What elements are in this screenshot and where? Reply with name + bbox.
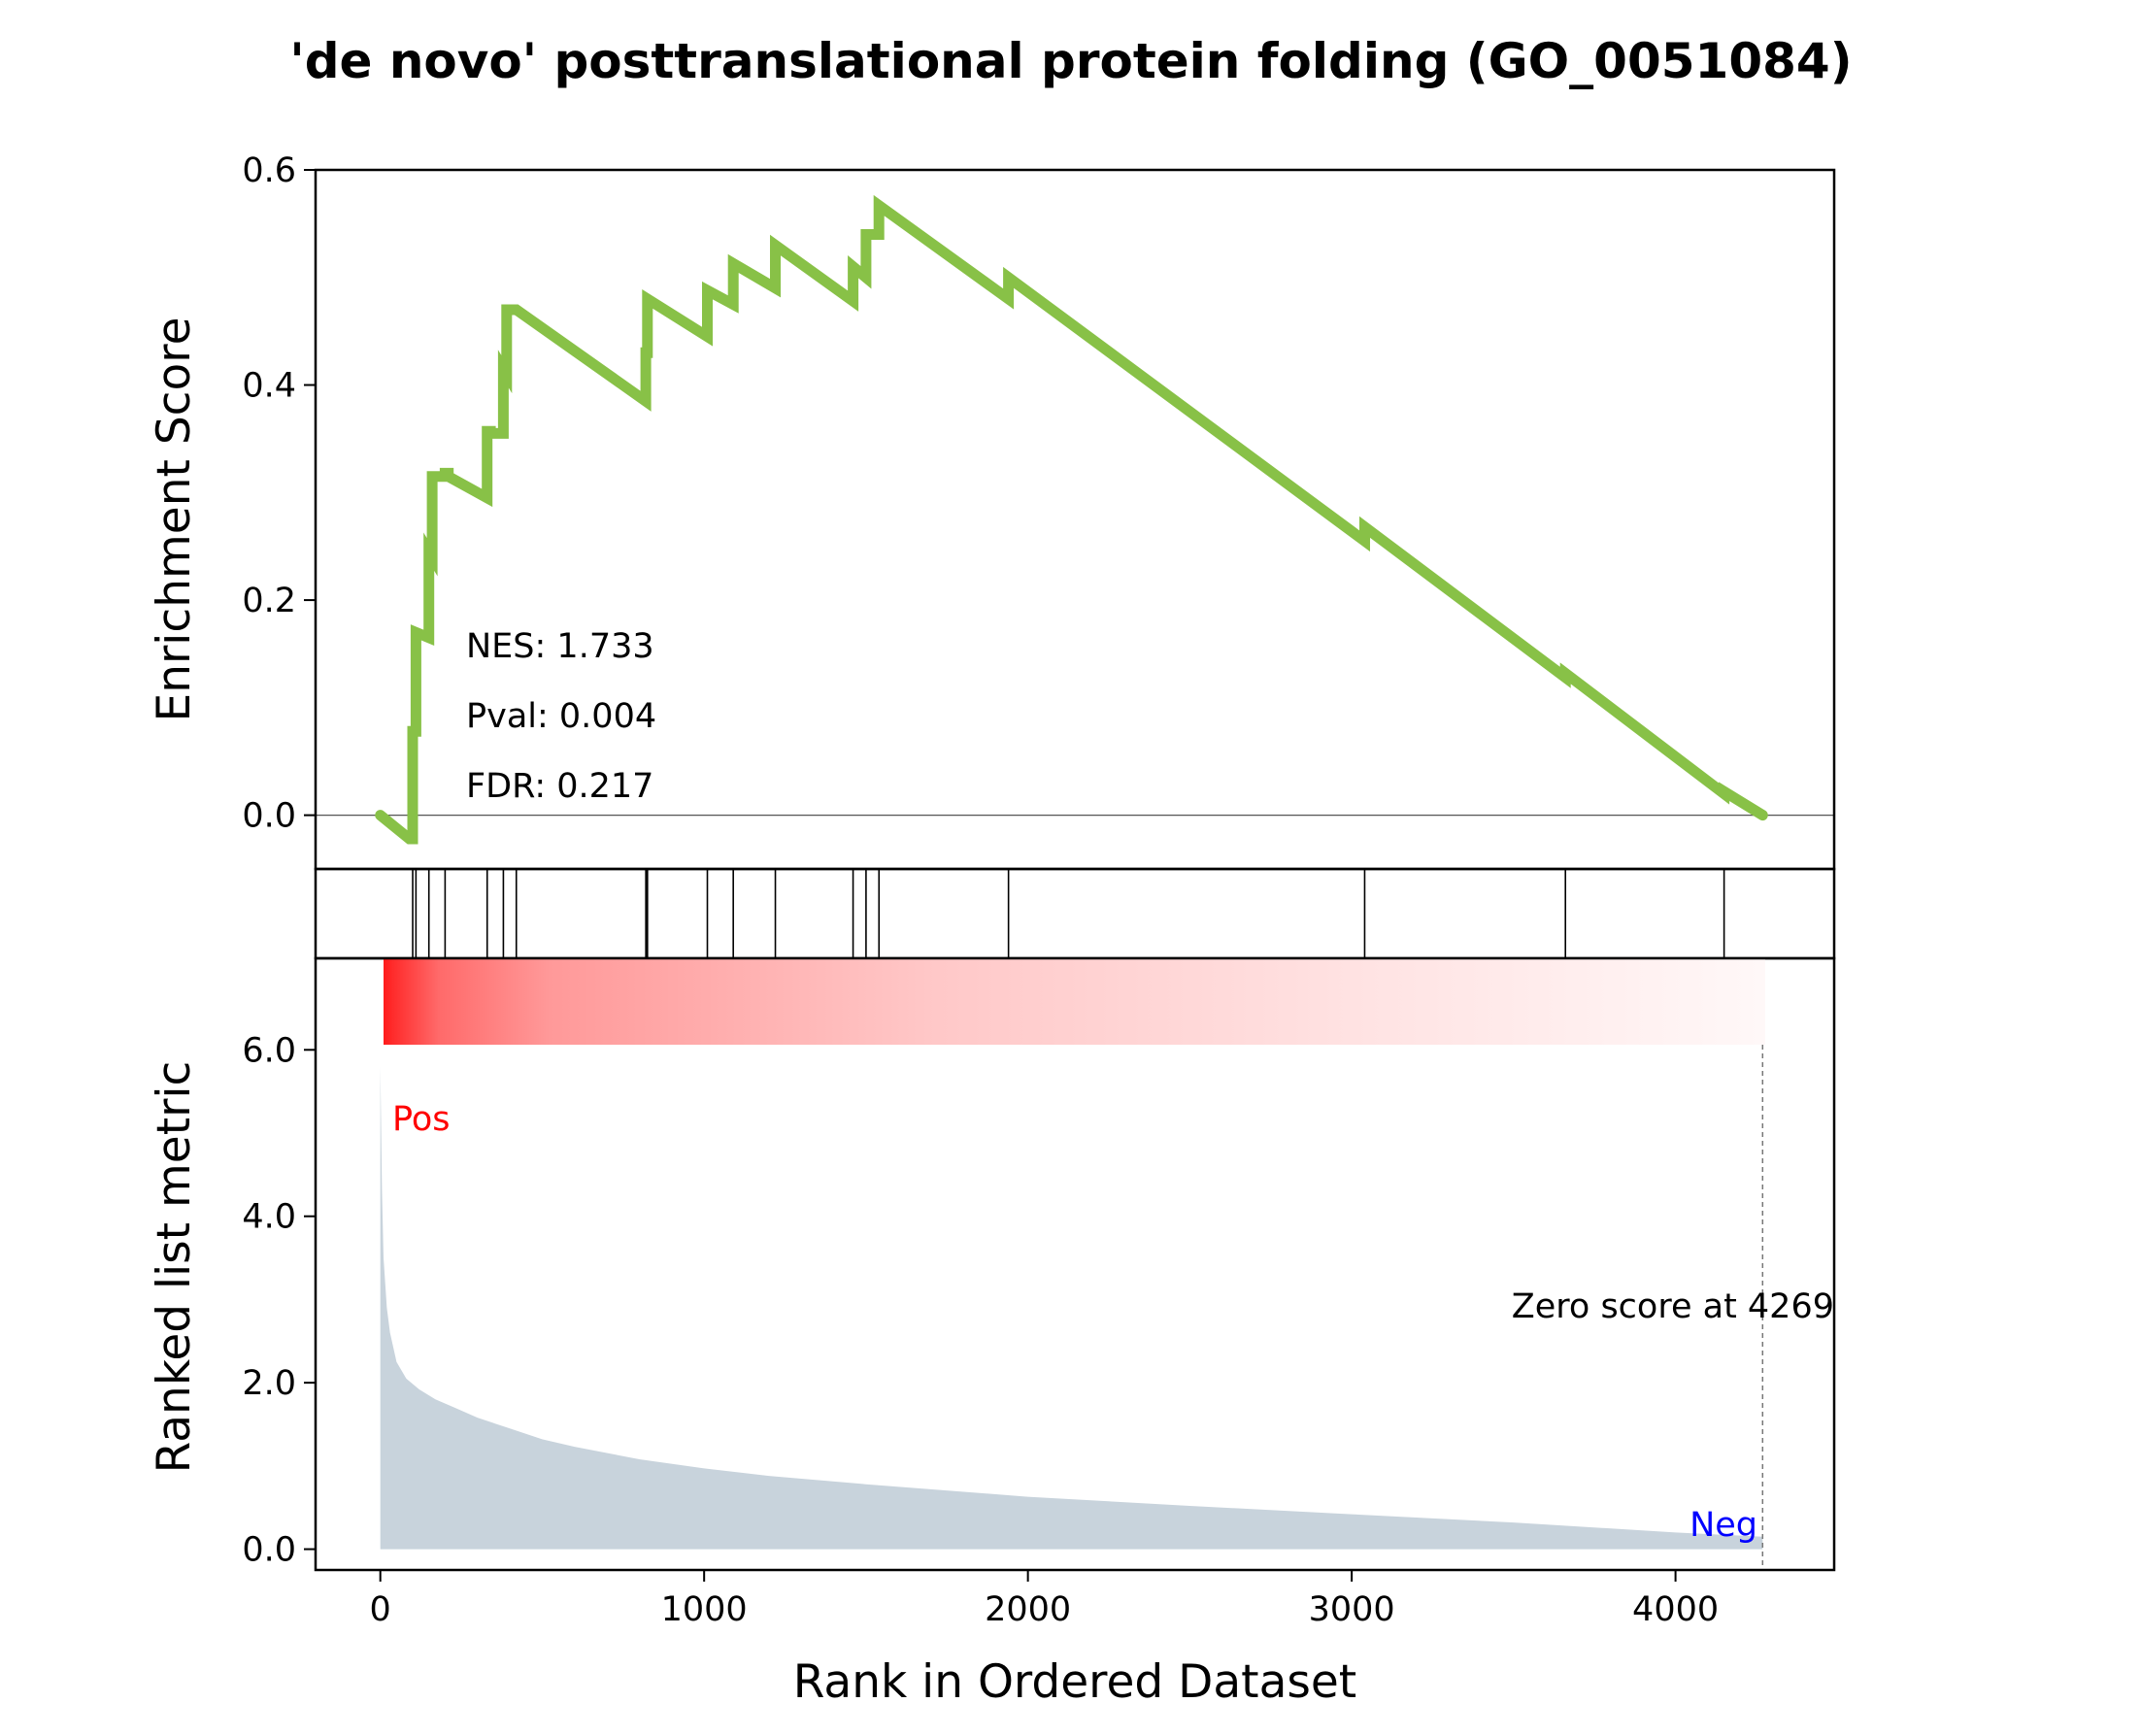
rank-y-ticks: 0.0 2.0 4.0 6.0 <box>242 1031 316 1570</box>
hits-axes-frame <box>314 867 1836 960</box>
neg-label: Neg <box>1689 1506 1757 1545</box>
zero-score-label: Zero score at 4269 <box>1512 1287 1834 1326</box>
gene-hits-panel <box>314 867 1836 960</box>
enrichment-score-panel: 0.0 0.2 0.4 0.6 NES: 1.733 Pval: 0.004 FDR:… <box>148 151 1836 871</box>
hit-marks <box>412 869 1725 958</box>
rank-y-tick-label: 6.0 <box>242 1031 296 1070</box>
x-tick-label: 2000 <box>985 1590 1071 1629</box>
rank-heatmap-bar <box>384 958 1765 1045</box>
rank-y-axis-label: Ranked list metric <box>148 1061 201 1474</box>
es-y-ticks: 0.0 0.2 0.4 0.6 <box>242 151 316 836</box>
es-y-tick-label: 0.2 <box>242 582 296 620</box>
x-axis-label: Rank in Ordered Dataset <box>793 1655 1356 1709</box>
es-y-tick-label: 0.4 <box>242 367 296 406</box>
x-tick-label: 4000 <box>1632 1590 1719 1629</box>
rank-y-tick-label: 2.0 <box>242 1364 296 1403</box>
es-axes-frame <box>314 168 1836 871</box>
pval-stat: Pval: 0.004 <box>466 697 656 736</box>
es-y-tick-label: 0.0 <box>242 797 296 836</box>
x-tick-label: 3000 <box>1309 1590 1395 1629</box>
rank-y-tick-label: 0.0 <box>242 1531 296 1570</box>
rank-y-tick-label: 4.0 <box>242 1198 296 1237</box>
rank-axes-frame <box>314 956 1836 1572</box>
enrichment-score-line <box>375 194 1768 845</box>
rank-x-ticks: 0 1000 2000 3000 4000 <box>370 1570 1719 1629</box>
es-y-tick-label: 0.6 <box>242 151 296 190</box>
x-tick-label: 0 <box>370 1590 391 1629</box>
ranked-metric-panel: Pos Neg Zero score at 4269 0.02.04.06.0 … <box>148 956 1836 1709</box>
nes-stat: NES: 1.733 <box>466 627 654 666</box>
figure-title: 'de novo' posttranslational protein fold… <box>289 33 1852 89</box>
ranked-metric-area <box>380 1066 1763 1550</box>
x-tick-label: 1000 <box>661 1590 748 1629</box>
es-y-axis-label: Enrichment Score <box>148 317 201 722</box>
pos-label: Pos <box>392 1100 451 1139</box>
fdr-stat: FDR: 0.217 <box>466 767 653 806</box>
